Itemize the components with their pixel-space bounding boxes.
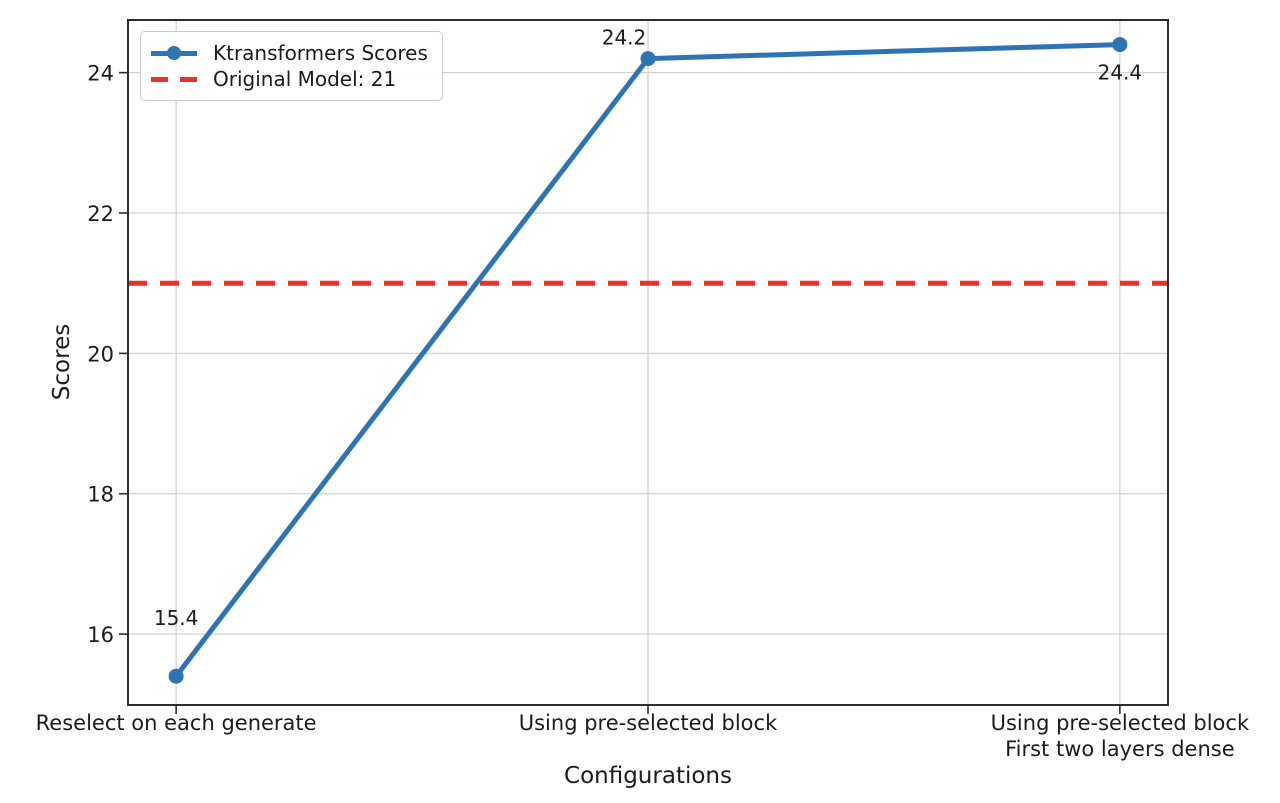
data-point-annotation: 15.4 [154, 606, 199, 630]
legend-box: Ktransformers Scores Original Model: 21 [140, 31, 443, 101]
data-point-annotation: 24.4 [1098, 61, 1143, 85]
dashed-line-icon [151, 72, 197, 86]
x-tick-label: First two layers dense [1005, 737, 1235, 761]
x-tick-label: Reselect on each generate [36, 711, 317, 735]
x-axis-label: Configurations [564, 763, 732, 789]
data-point-marker [640, 51, 656, 67]
x-tick-label: Using pre-selected block [519, 711, 778, 735]
legend-item-ktransformers-scores: Ktransformers Scores [151, 40, 428, 66]
legend-item-original-model: Original Model: 21 [151, 66, 428, 92]
y-tick-label: 20 [87, 342, 114, 366]
y-tick-label: 16 [87, 623, 114, 647]
data-point-annotation: 24.2 [602, 26, 647, 50]
y-axis-label: Scores [49, 323, 75, 401]
y-tick-label: 24 [87, 62, 114, 86]
legend-label-reference: Original Model: 21 [213, 67, 397, 91]
data-point-marker [168, 668, 184, 684]
y-tick-label: 18 [87, 483, 114, 507]
marker-dot-icon [167, 46, 181, 60]
legend-label-series: Ktransformers Scores [213, 41, 428, 65]
line-with-marker-icon [151, 46, 197, 60]
y-tick-label: 22 [87, 202, 114, 226]
x-tick-label: Using pre-selected block [991, 711, 1250, 735]
data-point-marker [1112, 37, 1128, 53]
